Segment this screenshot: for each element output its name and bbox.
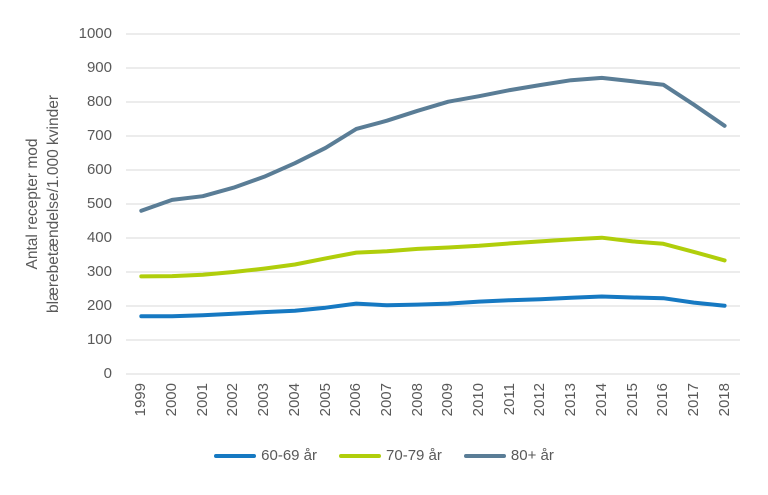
x-tick-label: 2002	[224, 383, 242, 417]
legend-item-60-69-år: 60-69 år	[214, 446, 317, 466]
x-tick-label: 2003	[255, 383, 273, 417]
legend-label: 70-79 år	[386, 447, 442, 464]
y-tick-label: 900	[86, 59, 112, 76]
x-tick-label: 2008	[408, 383, 426, 417]
y-tick-label: 300	[86, 263, 112, 280]
x-tick-label: 2007	[377, 383, 395, 417]
x-tick-label: 2001	[193, 383, 211, 417]
legend-label: 60-69 år	[261, 447, 318, 464]
x-tick-label: 2016	[654, 383, 672, 417]
legend-item-80-år: 80+ år	[463, 446, 554, 466]
x-tick-label: 2013	[562, 383, 580, 417]
legend-item-70-79-år: 70-79 år	[339, 446, 442, 466]
y-tick-label: 600	[86, 161, 112, 178]
x-tick-label: 2005	[316, 383, 334, 417]
x-tick-label: 2010	[470, 383, 488, 417]
x-tick-label: 2015	[623, 383, 641, 417]
x-tick-label: 2006	[347, 383, 365, 417]
x-tick-label: 2012	[531, 383, 549, 417]
x-tick-label: 2018	[715, 383, 733, 417]
x-tick-label: 2004	[285, 383, 303, 417]
y-tick-label: 1000	[78, 25, 112, 42]
x-tick-label: 2009	[439, 383, 457, 417]
x-tick-label: 2000	[163, 383, 181, 417]
x-tick-label: 2014	[592, 383, 610, 417]
x-tick-label: 1999	[132, 383, 150, 417]
y-tick-label: 800	[86, 93, 112, 110]
y-tick-label: 500	[86, 195, 112, 212]
series-line-70-79-år	[139, 235, 727, 279]
chart-legend: 60-69 år 70-79 år 80+ år	[0, 446, 768, 466]
legend-line-swatch	[339, 454, 382, 458]
y-tick-label: 100	[86, 331, 112, 348]
legend-label: 80+ år	[510, 447, 554, 464]
y-tick-label: 0	[103, 365, 112, 382]
legend-line-swatch	[214, 454, 257, 458]
x-tick-label: 2017	[684, 383, 702, 417]
y-tick-label: 700	[86, 127, 112, 144]
legend-line-swatch	[463, 454, 506, 458]
y-tick-label: 400	[86, 229, 112, 246]
x-tick-label: 2011	[500, 383, 518, 416]
y-tick-label: 200	[86, 297, 112, 314]
series-line-80-år	[139, 75, 727, 213]
series-line-60-69-år	[139, 294, 727, 319]
